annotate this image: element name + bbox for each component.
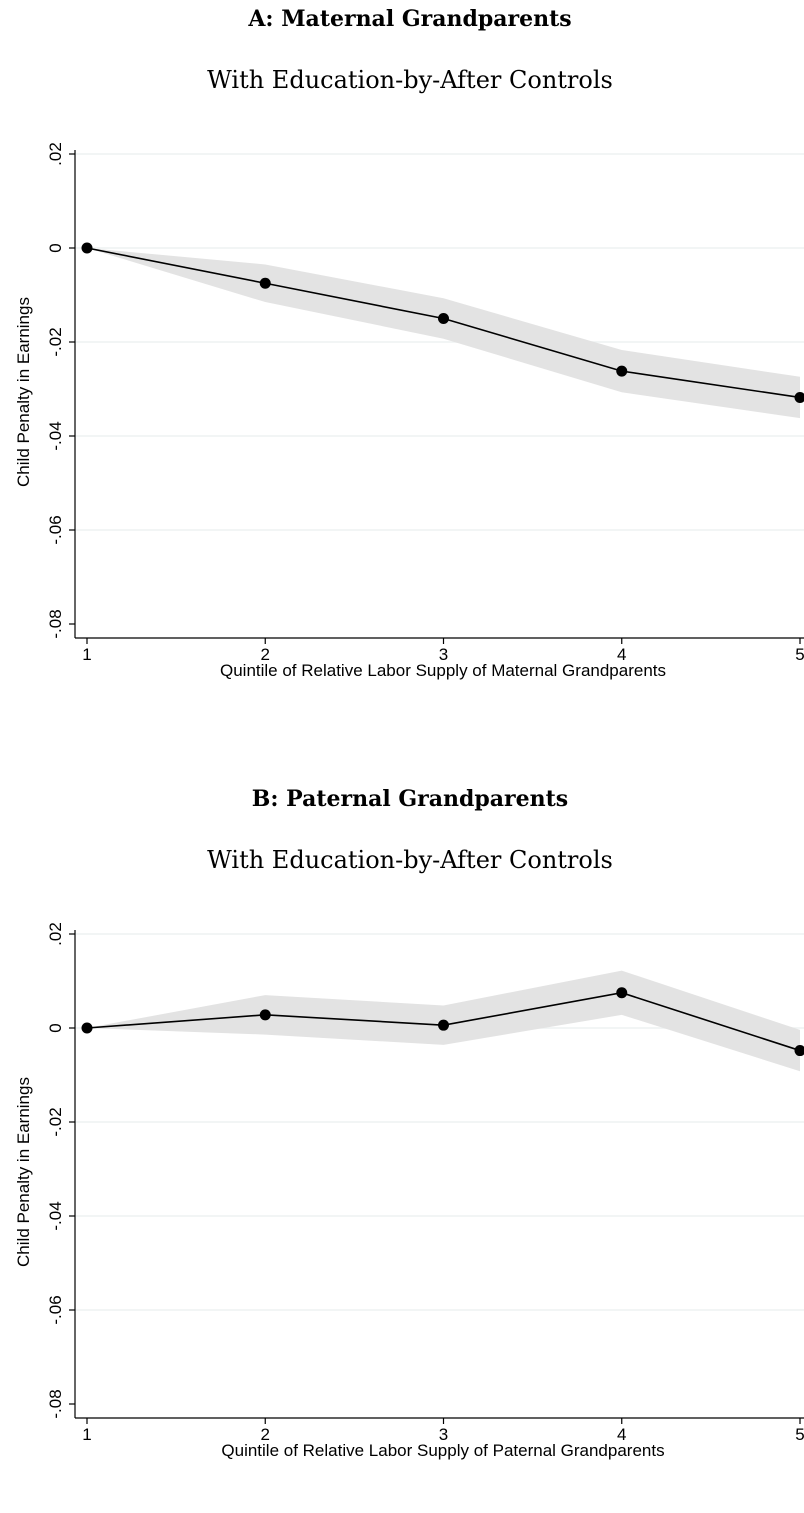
y-tick-label: .02 [46, 142, 65, 166]
x-tick-label: 5 [795, 645, 804, 664]
chart-a: .02 0 -.02 -.04 -.06 -.08 1 2 3 4 5 Child Penalty … [14, 142, 804, 680]
data-point [438, 1019, 449, 1031]
chart-title: A: Maternal Grandparents [248, 6, 572, 32]
y-tick-label: -.02 [46, 327, 65, 356]
x-tick-label: 5 [795, 1425, 804, 1444]
x-axis-label: Quintile of Relative Labor Supply of Mat… [220, 661, 666, 680]
x-tick-label: 4 [617, 645, 626, 664]
y-tick-label: 0 [46, 1023, 65, 1032]
chart-subtitle: With Education-by-After Controls [207, 66, 613, 94]
data-point [259, 277, 271, 289]
y-tick-label: -.06 [46, 1295, 65, 1324]
data-point [616, 987, 628, 999]
x-tick-label: 1 [82, 1425, 91, 1444]
chart-subtitle: With Education-by-After Controls [207, 846, 613, 874]
confidence-band [87, 248, 800, 419]
data-point [81, 1022, 93, 1034]
data-point [81, 242, 93, 254]
x-tick-label: 2 [261, 645, 270, 664]
y-tick-label: -.08 [46, 1389, 65, 1418]
y-tick-label: -.04 [46, 421, 65, 450]
y-axis-label: Child Penalty in Earnings [14, 297, 33, 487]
y-tick-label: -.08 [46, 609, 65, 638]
x-tick-label: 4 [617, 1425, 626, 1444]
panel-a: A: Maternal Grandparents With Education-… [14, 6, 804, 680]
chart-b: .02 0 -.02 -.04 -.06 -.08 1 2 3 4 5 Child Penalty … [14, 922, 804, 1460]
chart-title: B: Paternal Grandparents [251, 786, 569, 812]
y-tick-label: 0 [46, 243, 65, 252]
y-axis-label: Child Penalty in Earnings [14, 1077, 33, 1267]
data-point [794, 391, 804, 403]
y-tick-label: -.02 [46, 1107, 65, 1136]
data-point [794, 1045, 804, 1057]
y-tick-label: -.04 [46, 1201, 65, 1230]
x-tick-label: 1 [82, 645, 91, 664]
panel-b: B: Paternal Grandparents With Education-… [0, 780, 804, 1513]
data-point [616, 365, 628, 377]
y-tick-label: -.06 [46, 515, 65, 544]
data-point [259, 1009, 271, 1021]
x-tick-label: 2 [261, 1425, 270, 1444]
data-point [438, 313, 449, 324]
x-axis-label: Quintile of Relative Labor Supply of Pat… [221, 1441, 664, 1460]
x-tick-label: 3 [439, 645, 448, 664]
y-tick-label: .02 [46, 922, 65, 946]
x-tick-label: 3 [439, 1425, 448, 1444]
